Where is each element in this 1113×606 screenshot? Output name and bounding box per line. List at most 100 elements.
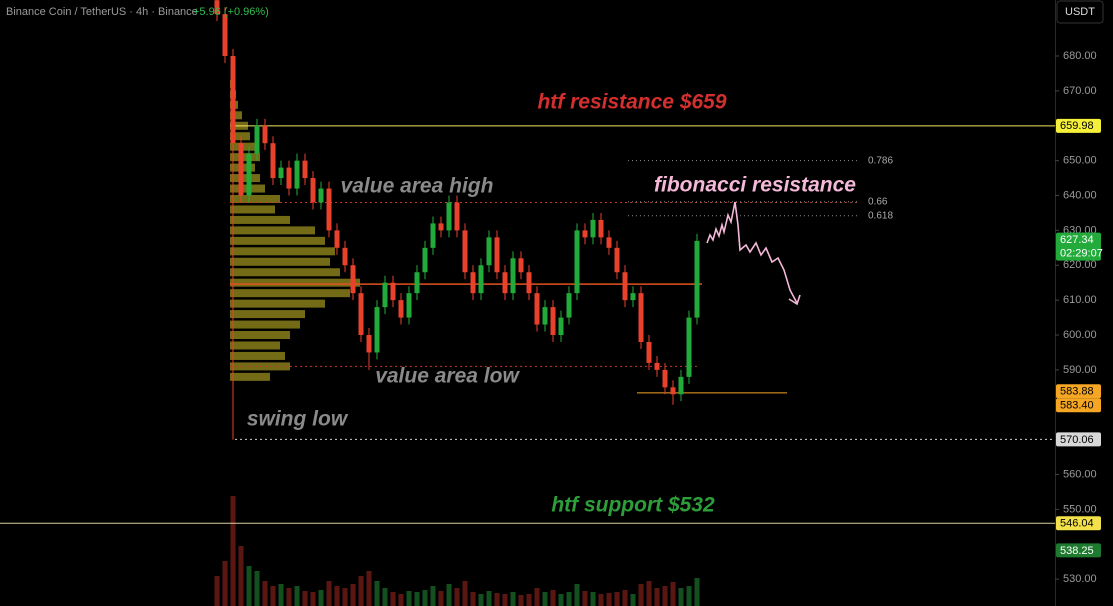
volume-bar (526, 594, 532, 606)
volume-bar (382, 588, 388, 606)
volume-bar (694, 578, 700, 606)
candle-body (414, 272, 420, 294)
candle-body (294, 160, 300, 189)
candle-body (462, 230, 468, 273)
volume-profile-bar (230, 174, 260, 183)
projection-drawing (706, 201, 801, 306)
candle-body (518, 258, 524, 273)
symbol-title: Binance Coin / TetherUS · 4h · Binance (6, 6, 198, 18)
volume-profile-bar (230, 268, 340, 277)
volume-bar (310, 592, 316, 606)
candle-body (350, 265, 356, 294)
candle-body (654, 362, 660, 370)
volume-bar (630, 594, 636, 606)
candle-body (374, 307, 380, 353)
candle-body (382, 282, 388, 308)
candle-body (574, 230, 580, 294)
volume-profile-bar (230, 226, 315, 235)
volume-bar (222, 561, 228, 606)
volume-profile-bar (230, 215, 290, 224)
y-tick-label: 550.00 (1063, 503, 1097, 515)
volume-bar (614, 592, 620, 606)
price-badge-label: 659.98 (1060, 120, 1094, 132)
volume-bar (510, 592, 516, 606)
candle-body (494, 237, 500, 273)
volume-profile-bar (230, 341, 280, 350)
volume-profile-bar (230, 195, 280, 204)
volume-bar (270, 586, 276, 606)
candle-body (222, 14, 228, 57)
volume-bar (662, 586, 668, 606)
y-tick-label: 610.00 (1063, 294, 1097, 306)
candle-body (630, 293, 636, 301)
volume-profile-bar (230, 257, 330, 266)
candle-body (638, 293, 644, 342)
currency-label: USDT (1065, 6, 1095, 18)
candle-body (566, 293, 572, 318)
volume-bar (550, 590, 556, 606)
volume-bar (294, 586, 300, 606)
candle-body (470, 272, 476, 294)
candle-body (430, 223, 436, 248)
volume-bar (302, 591, 308, 606)
volume-profile-bar (230, 247, 335, 256)
price-badge-label: 583.88 (1060, 386, 1094, 398)
candle-body (262, 125, 268, 144)
candle-body (318, 188, 324, 203)
volume-bar (430, 586, 436, 606)
annotation: swing low (247, 408, 349, 431)
volume-bar (318, 590, 324, 606)
volume-profile-bar (230, 278, 360, 287)
volume-profile-bar (230, 310, 305, 319)
volume-bar (494, 593, 500, 606)
volume-bar (358, 576, 364, 606)
candle-body (406, 293, 412, 318)
price-badge (1056, 384, 1101, 399)
price-badge (1056, 516, 1101, 531)
candle-body (646, 341, 652, 363)
candle-body (454, 202, 460, 231)
volume-bar (598, 594, 604, 606)
volume-bar (686, 586, 692, 606)
y-tick-label: 670.00 (1063, 85, 1097, 97)
price-badge (1056, 543, 1101, 558)
candle-body (606, 237, 612, 248)
price-badge-label: 627.34 (1060, 234, 1094, 246)
annotation: fibonacci resistance (654, 174, 856, 197)
candle-body (526, 272, 532, 294)
volume-profile-bar (230, 351, 285, 360)
volume-bar (334, 586, 340, 606)
candle-body (686, 317, 692, 377)
fib-label: 0.618 (868, 210, 893, 221)
volume-bar (646, 581, 652, 606)
volume-bar (278, 584, 284, 606)
volume-bar (446, 584, 452, 606)
candle-body (438, 223, 444, 231)
volume-bar (638, 584, 644, 606)
volume-bar (654, 588, 660, 606)
volume-bar (486, 591, 492, 606)
candle-body (238, 143, 244, 196)
currency-button[interactable] (1056, 0, 1104, 24)
candle-body (662, 369, 668, 388)
candle-body (510, 258, 516, 294)
price-badge (1056, 432, 1101, 447)
price-badge (1056, 118, 1101, 133)
price-badge (1056, 232, 1101, 261)
candle-body (678, 376, 684, 395)
volume-bar (462, 581, 468, 606)
annotation: value area high (341, 175, 494, 198)
candle-body (398, 300, 404, 318)
candle-body (310, 178, 316, 203)
candle-body (558, 317, 564, 336)
volume-bar (518, 595, 524, 606)
volume-profile-bar (230, 299, 325, 308)
price-badge-label: 583.40 (1060, 400, 1094, 412)
y-tick-label: 650.00 (1063, 155, 1097, 167)
price-change: +5.96 (+0.96%) (193, 6, 269, 18)
volume-bar (470, 592, 476, 606)
candle-body (598, 219, 604, 238)
volume-bar (566, 592, 572, 606)
